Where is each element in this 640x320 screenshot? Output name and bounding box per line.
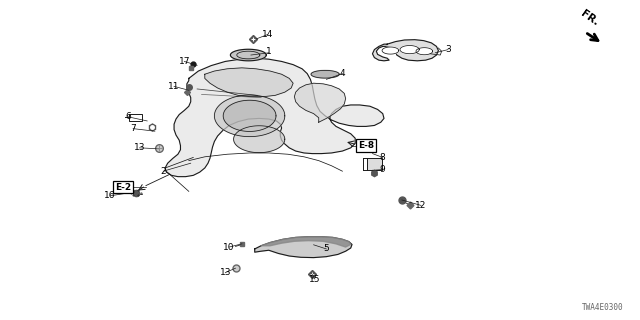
Text: 12: 12 bbox=[415, 201, 427, 210]
Polygon shape bbox=[214, 95, 285, 137]
Text: 8: 8 bbox=[380, 153, 385, 162]
Polygon shape bbox=[205, 68, 293, 97]
Polygon shape bbox=[382, 47, 399, 54]
Text: E-2: E-2 bbox=[115, 183, 131, 192]
Text: TWA4E0300: TWA4E0300 bbox=[582, 303, 624, 312]
Polygon shape bbox=[261, 237, 351, 247]
Polygon shape bbox=[165, 58, 384, 177]
Polygon shape bbox=[294, 83, 346, 122]
Polygon shape bbox=[223, 100, 276, 132]
Text: 13: 13 bbox=[134, 143, 145, 152]
Text: 6: 6 bbox=[125, 112, 131, 121]
Text: 9: 9 bbox=[380, 165, 385, 174]
Text: 5: 5 bbox=[324, 244, 329, 253]
Polygon shape bbox=[311, 70, 339, 78]
Text: 1: 1 bbox=[266, 47, 271, 56]
Text: E-8: E-8 bbox=[358, 141, 374, 150]
Text: 15: 15 bbox=[309, 275, 321, 284]
Text: 3: 3 bbox=[445, 45, 451, 54]
Text: 17: 17 bbox=[179, 57, 190, 66]
Text: 16: 16 bbox=[104, 191, 116, 200]
Text: FR.: FR. bbox=[579, 9, 600, 28]
Text: 13: 13 bbox=[220, 268, 231, 277]
Polygon shape bbox=[372, 40, 438, 61]
Text: 10: 10 bbox=[223, 243, 235, 252]
Polygon shape bbox=[230, 49, 266, 61]
Polygon shape bbox=[400, 45, 419, 54]
Text: 11: 11 bbox=[168, 82, 180, 91]
Text: 2: 2 bbox=[161, 167, 166, 176]
Polygon shape bbox=[416, 48, 433, 55]
FancyBboxPatch shape bbox=[367, 158, 382, 170]
Text: 14: 14 bbox=[262, 30, 273, 39]
Polygon shape bbox=[255, 237, 352, 258]
Polygon shape bbox=[234, 126, 285, 153]
Text: 4: 4 bbox=[340, 69, 345, 78]
Text: 7: 7 bbox=[131, 124, 136, 133]
